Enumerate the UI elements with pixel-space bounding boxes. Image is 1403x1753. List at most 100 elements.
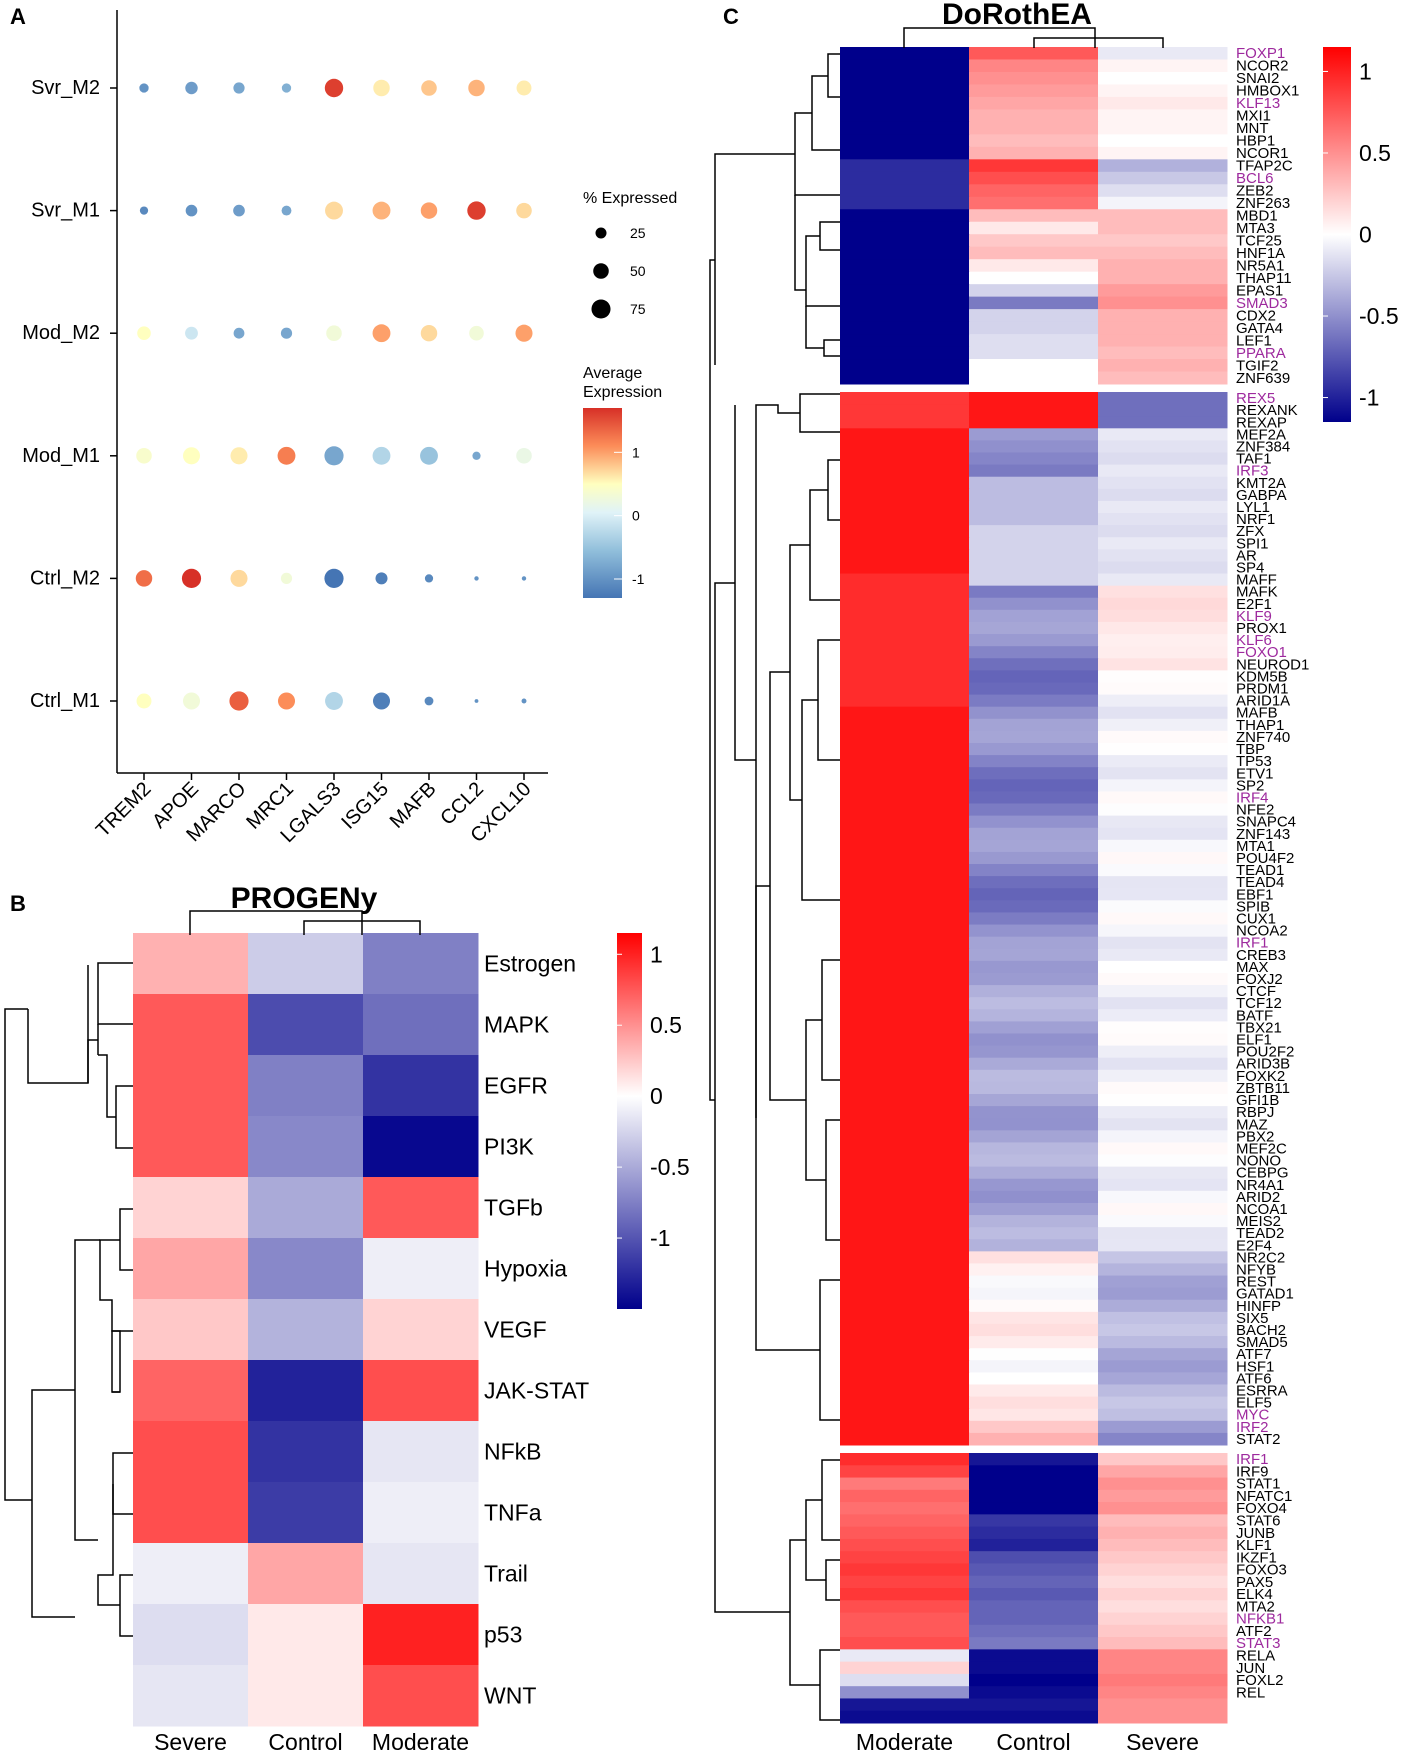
c-cell [840,1275,970,1289]
c-cell [969,513,1099,526]
a-dot [324,446,344,466]
c-cell [840,1009,970,1022]
c-cell [840,221,970,235]
c-cell [969,321,1099,335]
b-row-label: NFkB [484,1439,542,1465]
b-cell [133,1482,249,1544]
c-cell [1098,839,1228,853]
c-cell [969,359,1099,373]
c-cell [840,730,970,744]
c-cell [1098,755,1228,768]
c-cell [969,1227,1099,1240]
b-cell [363,1482,479,1544]
c-cell [1098,948,1228,962]
c-row-label: CDX2 [1236,307,1276,324]
c-cell [1098,1311,1228,1325]
panel-a-dot-plot: A Svr_M2 Svr_M1 Mod_M2 Mod_M1 Ctrl_M2 Ctrl_M1… [10,4,677,847]
a-col-label: TREM2 [92,778,155,841]
a-dot [421,80,437,96]
c-cell [840,321,970,335]
c-cell [1098,1637,1228,1650]
c-row-label: NR4A1 [1236,1177,1284,1194]
c-cell [1098,146,1228,160]
a-dot [185,326,198,340]
c-row-label: GFI1B [1236,1092,1279,1109]
c-cell [969,924,1099,938]
c-cell [969,96,1099,110]
b-cell [248,1360,364,1422]
c-cell [969,334,1099,348]
b-cell [133,1116,249,1178]
c-cell [1098,670,1228,683]
c-cell [1098,416,1228,429]
c-cell [969,1588,1099,1601]
c-cell [1098,47,1228,60]
a-row-label: Ctrl_M2 [30,567,100,589]
b-row-label: Trail [484,1561,528,1587]
c-cell [969,1408,1099,1422]
c-cell [969,597,1099,611]
c-row-label: TCF12 [1236,995,1282,1012]
b-cell [248,1421,364,1483]
c-cell [1098,1069,1228,1083]
c-cell [840,767,970,780]
c-cell [840,1251,970,1264]
c-cell [969,767,1099,780]
c-row-label: TAF1 [1236,451,1272,468]
c-cell [1098,1154,1228,1168]
progeny-title: PROGENy [231,882,378,915]
c-row-label: ZNF263 [1236,195,1290,212]
c-cell [969,1600,1099,1614]
c-cell [840,1538,970,1552]
c-row-label: STAT3 [1236,1635,1280,1652]
c-cell [840,1045,970,1059]
c-cell [969,1118,1099,1131]
b-legend-label: 0.5 [650,1012,682,1038]
c-cell [969,646,1099,659]
a-row-label: Mod_M2 [22,322,100,344]
c-row-label: HMBOX1 [1236,83,1299,100]
c-row-label: TBP [1236,741,1265,758]
color-legend-title-line2: Expression [583,384,662,401]
c-cell [1098,1432,1228,1446]
c-cell [1098,1698,1228,1712]
c-cell [840,121,970,135]
c-cell [969,309,1099,323]
a-dot [136,693,152,709]
c-cell [1098,525,1228,538]
c-cell [969,184,1099,198]
c-cell [969,682,1099,696]
a-dot [233,82,245,94]
c-cell [840,997,970,1010]
c-cell [1098,1057,1228,1071]
c-cell [1098,1009,1228,1022]
c-cell [1098,1514,1228,1528]
c-cell [969,1190,1099,1204]
c-cell [1098,851,1228,865]
a-dot [281,205,292,216]
c-cell [1098,1215,1228,1228]
c-row-label: POU2F2 [1236,1044,1294,1061]
c-cell [840,196,970,210]
a-dot [229,691,249,711]
panel-label-b: B [10,891,26,916]
a-col-label: ISG15 [337,778,393,834]
c-cell [1098,1336,1228,1349]
c-row-label: ATF7 [1236,1346,1272,1363]
c-row-label: CREB3 [1236,947,1286,964]
c-row-label: MTA2 [1236,1598,1275,1615]
c-cell [969,1009,1099,1022]
c-cell [1098,500,1228,514]
c-cell [840,1215,970,1228]
a-dot [135,570,153,587]
c-cell [1098,488,1228,502]
c-cell [969,221,1099,235]
b-cell [363,994,479,1056]
c-cell [1098,1502,1228,1515]
a-dot [472,451,481,460]
c-cell [840,1502,970,1515]
c-cell [840,609,970,623]
c-cell [840,1372,970,1385]
c-row-label: SPI1 [1236,535,1269,552]
c-cell [969,121,1099,135]
